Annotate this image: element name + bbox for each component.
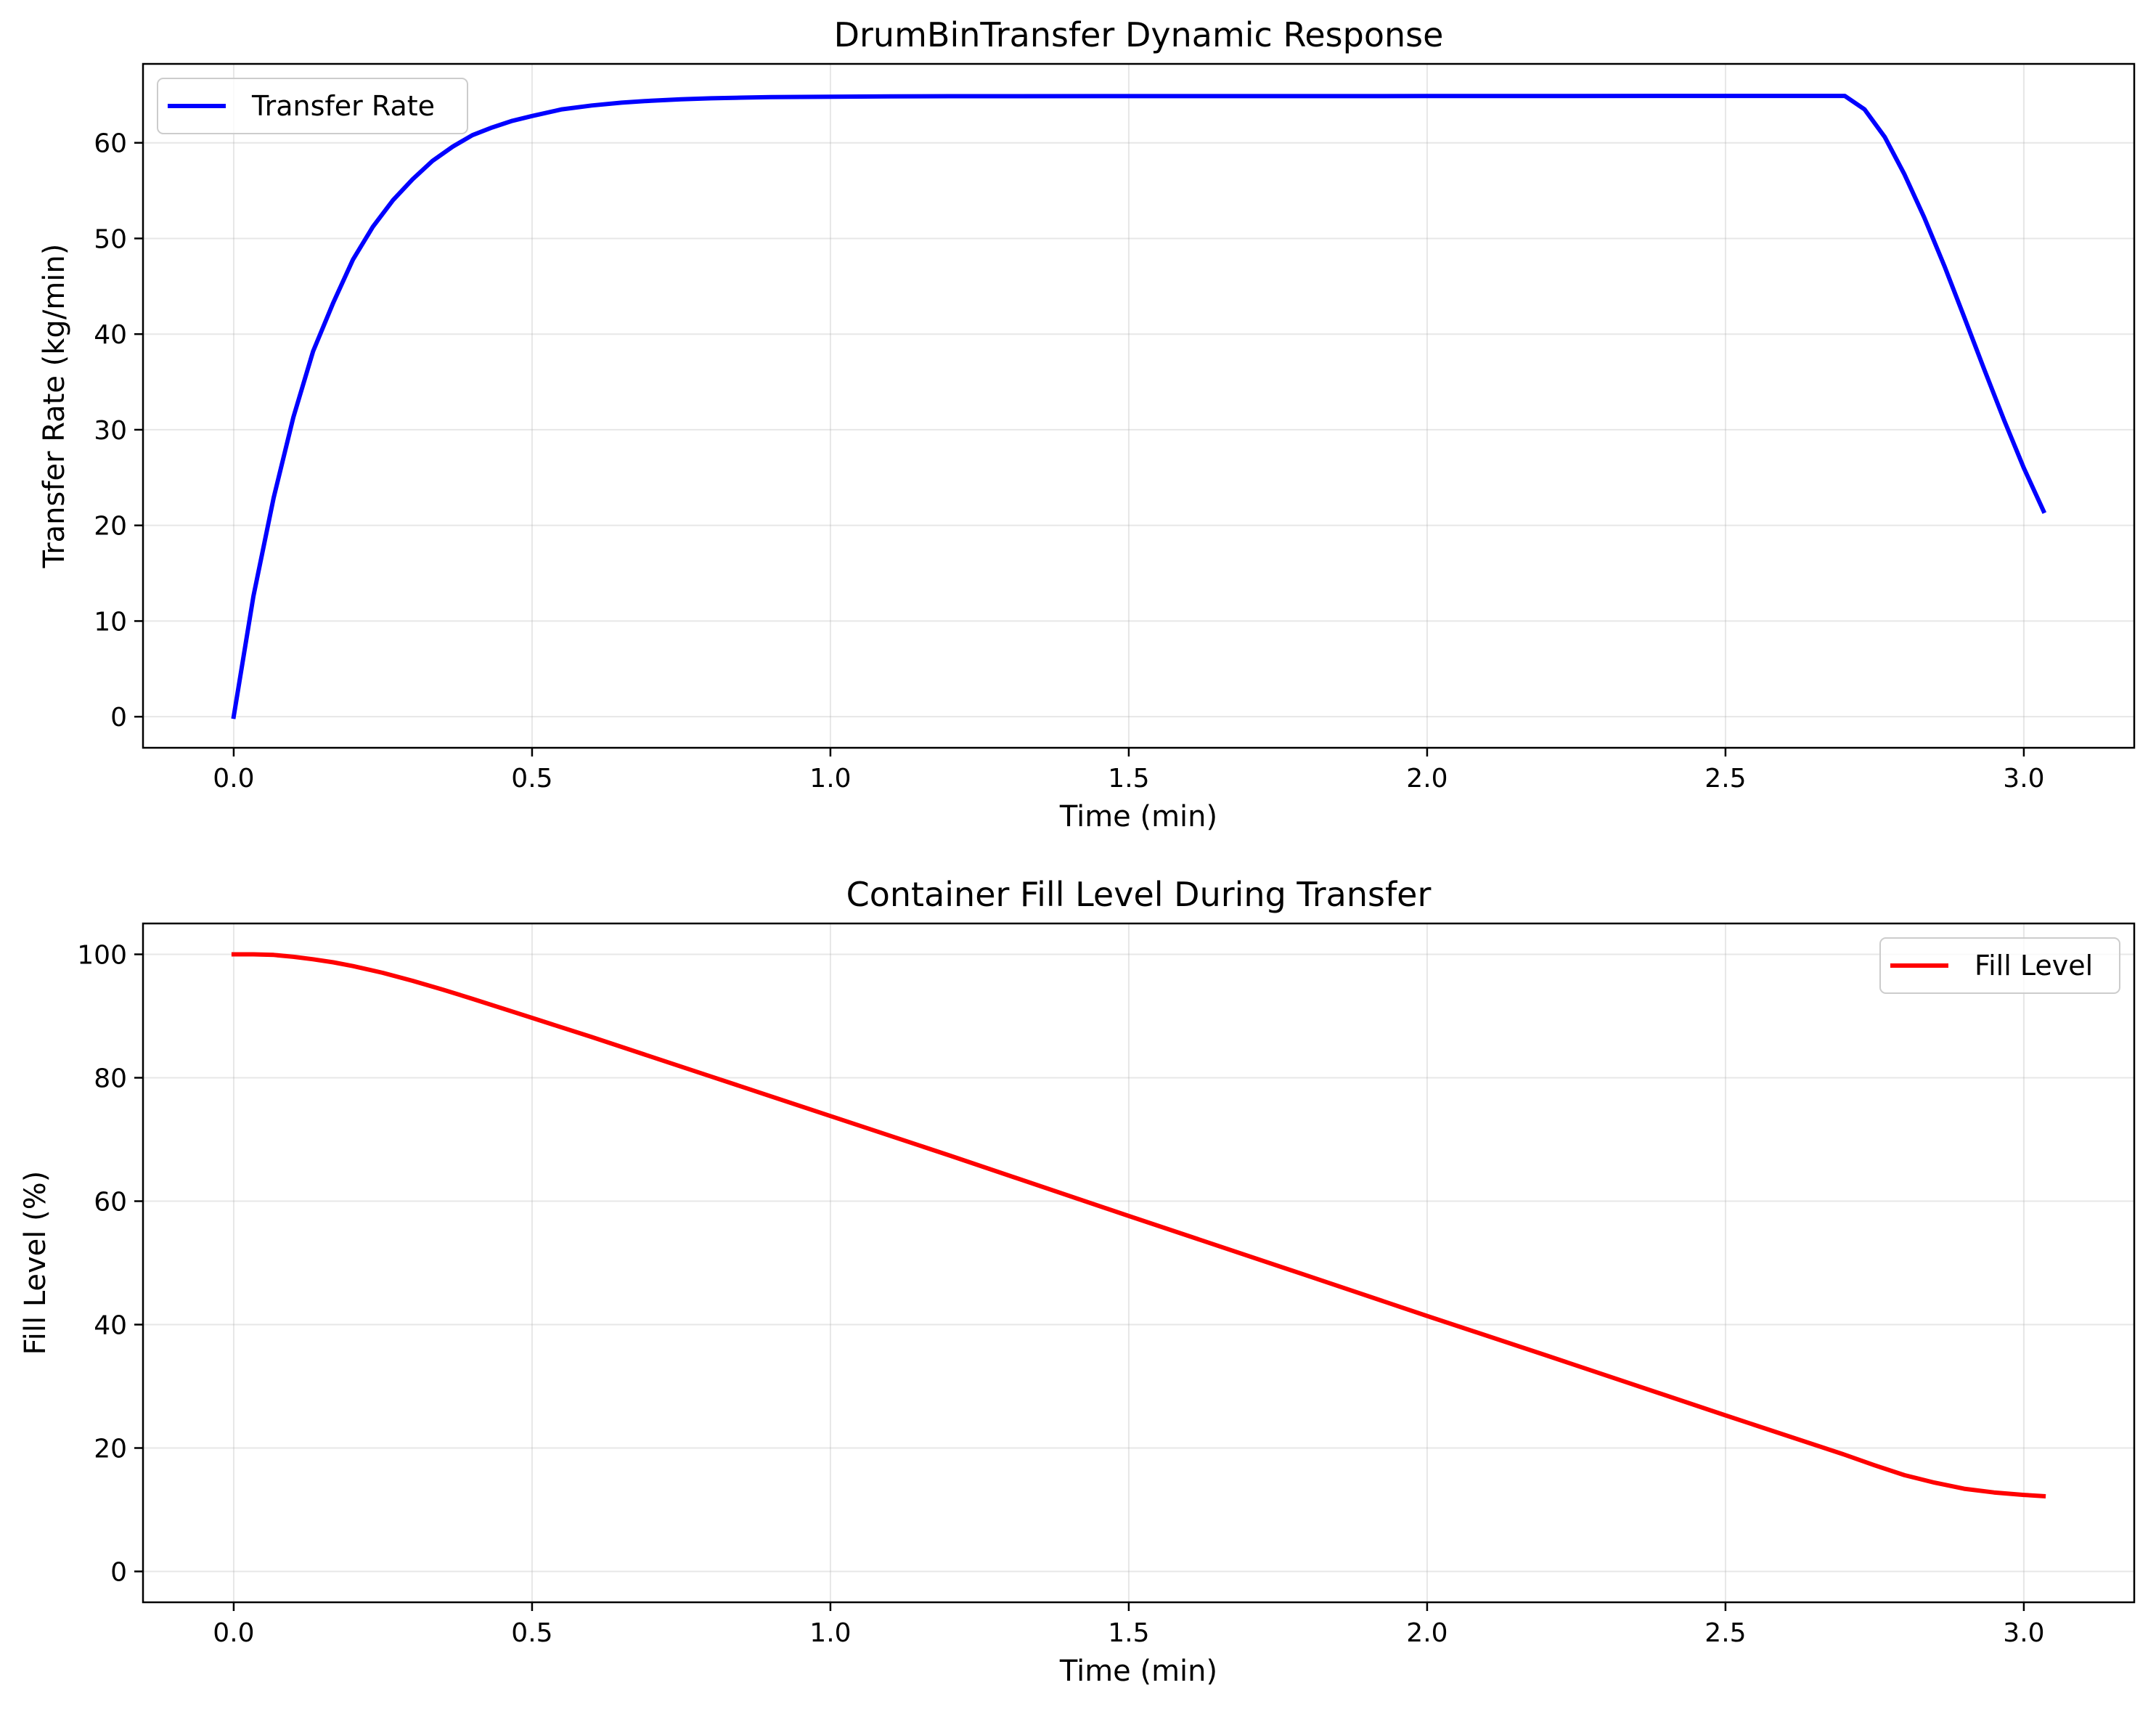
x-tick-label: 3.0 xyxy=(2003,1618,2044,1648)
x-tick-label: 3.0 xyxy=(2003,764,2044,794)
plot-frame xyxy=(142,922,2136,1604)
x-tick-label: 1.0 xyxy=(809,764,851,794)
series-line xyxy=(231,952,2046,1498)
y-tick-label: 50 xyxy=(94,224,127,254)
y-tick-label: 0 xyxy=(110,703,127,733)
fill-level-chart: 0.0 0.5 1.0 1.5 2.0 2.5 3.0 0 20 40 60 80 100 Contain… xyxy=(19,875,2136,1688)
x-tick-label: 1.5 xyxy=(1108,764,1149,794)
x-tick-label: 2.5 xyxy=(1704,1618,1746,1648)
y-tick-label: 100 xyxy=(77,941,127,971)
x-tick-label: 1.0 xyxy=(809,1618,851,1648)
legend-label: Transfer Rate xyxy=(251,90,435,122)
transfer-rate-chart: 0.0 0.5 1.0 1.5 2.0 2.5 3.0 0 10 20 30 40 50 60 DrumBi… xyxy=(38,15,2136,833)
chart-title: DrumBinTransfer Dynamic Response xyxy=(834,15,1444,54)
x-tick-label: 1.5 xyxy=(1108,1618,1149,1648)
y-tick-label: 0 xyxy=(110,1558,127,1588)
y-tick-label: 30 xyxy=(94,416,127,446)
y-tick-label: 80 xyxy=(94,1064,127,1094)
y-axis-label: Transfer Rate (kg/min) xyxy=(38,244,71,569)
x-tick-label: 0.0 xyxy=(213,764,254,794)
legend-box xyxy=(1879,937,2120,994)
y-tick-label: 40 xyxy=(94,320,127,350)
x-tick-label: 0.5 xyxy=(511,764,552,794)
y-tick-label: 40 xyxy=(94,1311,127,1341)
x-tick-label: 2.5 xyxy=(1704,764,1746,794)
series-line xyxy=(231,94,2047,719)
y-axis-label: Fill Level (%) xyxy=(19,1171,52,1355)
x-tick-label: 0.0 xyxy=(213,1618,254,1648)
y-tick-label: 60 xyxy=(94,1188,127,1218)
plot-frame xyxy=(142,62,2136,749)
x-tick-label: 0.5 xyxy=(511,1618,552,1648)
y-tick-label: 10 xyxy=(94,607,127,637)
x-axis-label: Time (min) xyxy=(1059,800,1217,833)
x-tick-label: 2.0 xyxy=(1406,1618,1447,1648)
legend-box xyxy=(157,78,468,134)
chart-title: Container Fill Level During Transfer xyxy=(846,875,1432,914)
legend-label: Fill Level xyxy=(1975,950,2093,982)
y-tick-label: 20 xyxy=(94,512,127,542)
x-axis-label: Time (min) xyxy=(1059,1655,1217,1688)
y-tick-label: 20 xyxy=(94,1435,127,1464)
x-tick-label: 2.0 xyxy=(1406,764,1447,794)
y-tick-label: 60 xyxy=(94,129,127,159)
